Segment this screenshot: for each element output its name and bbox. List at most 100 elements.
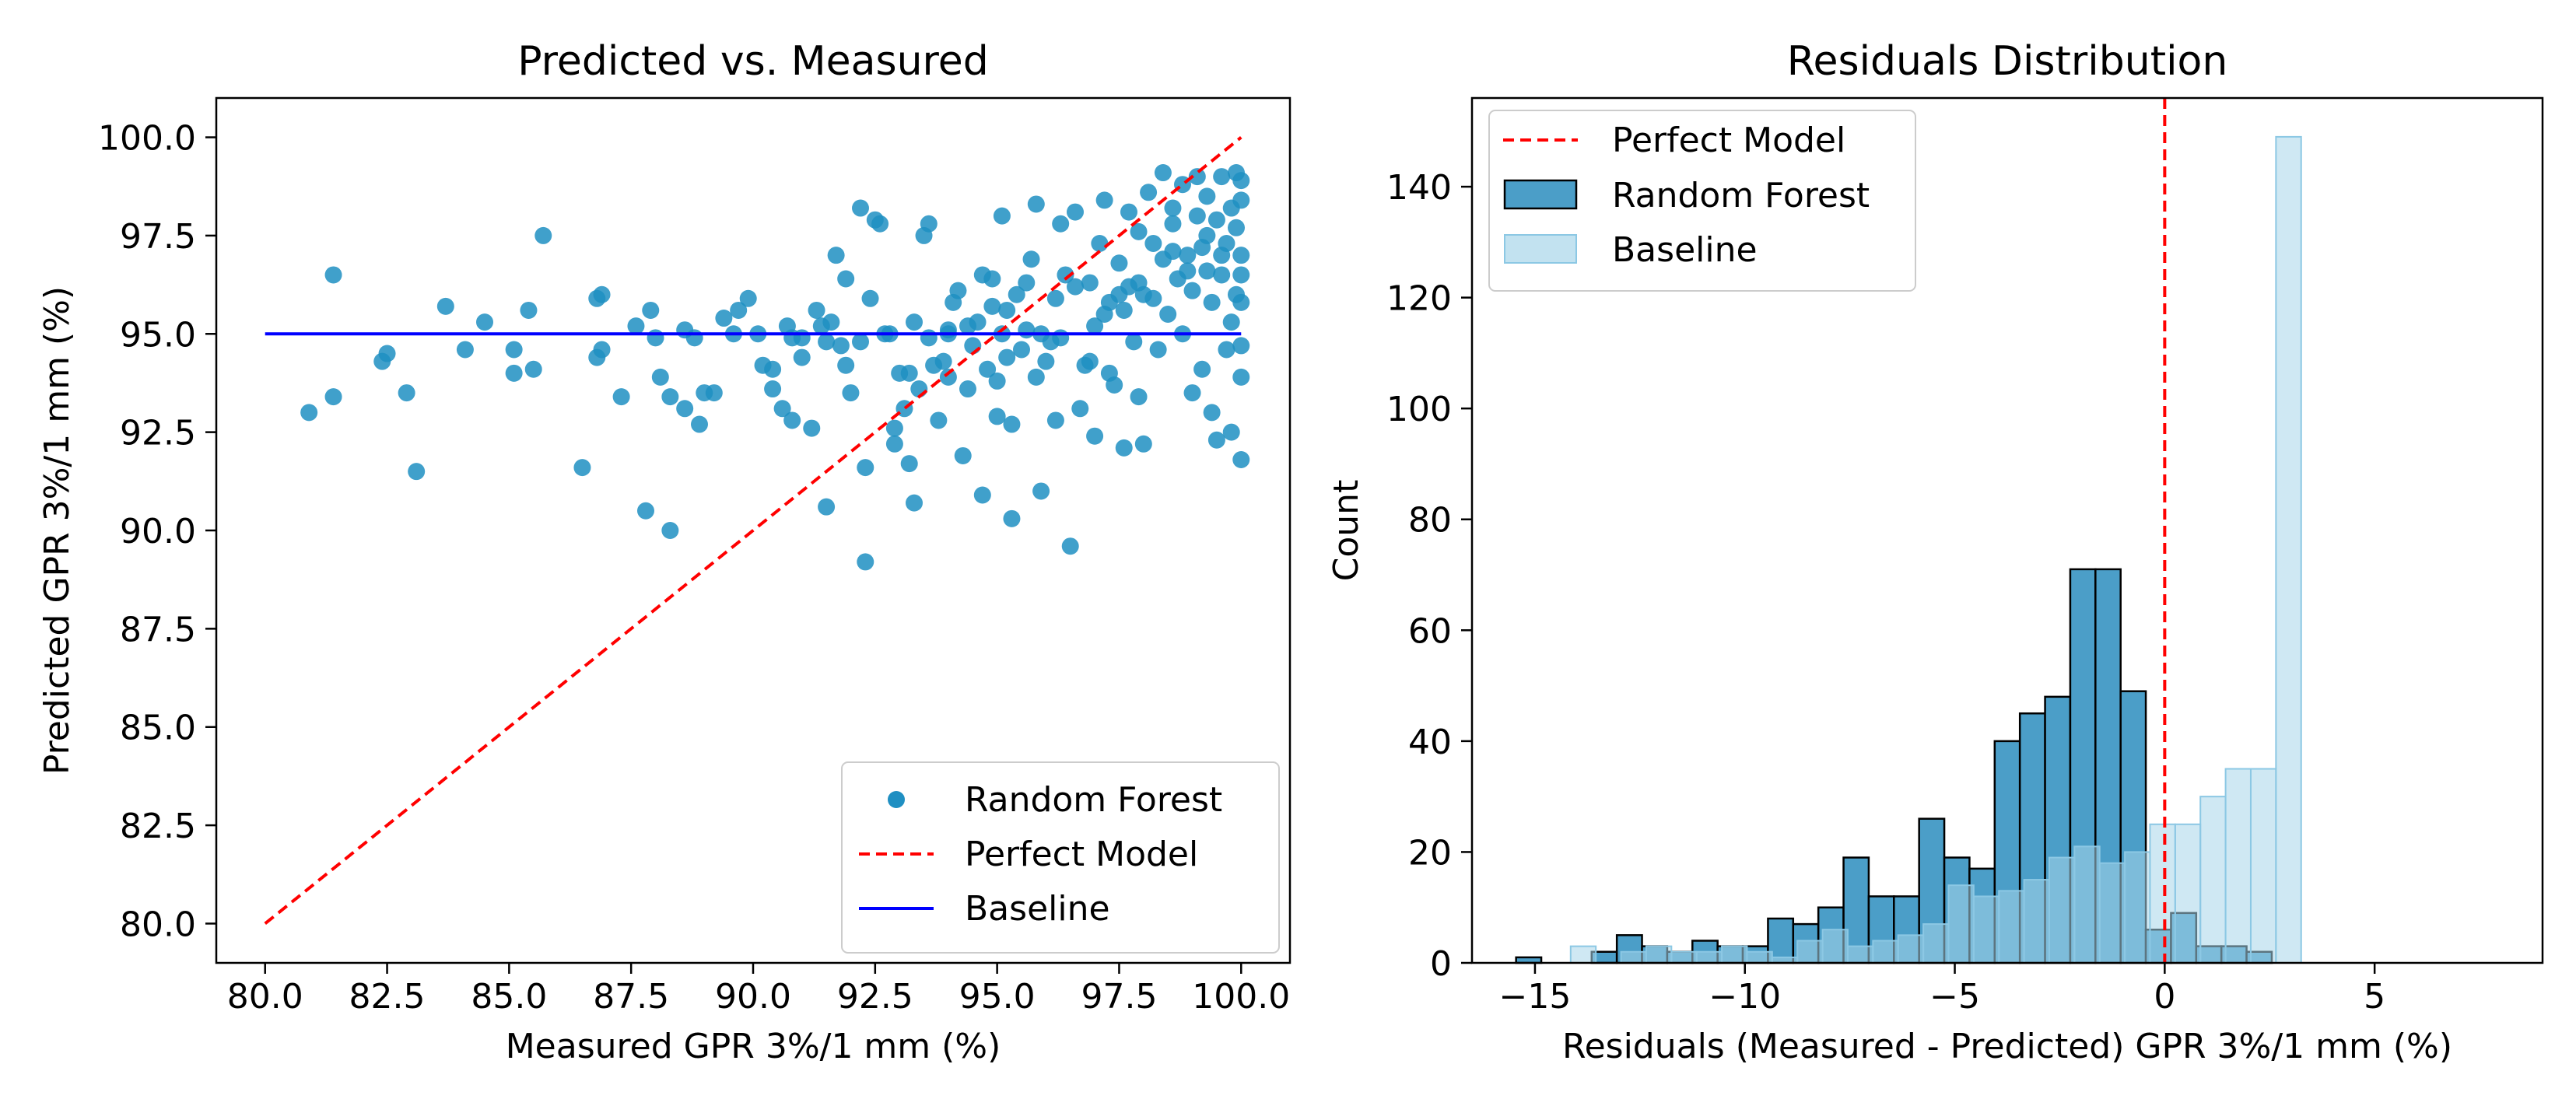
scatter-point [1003, 415, 1021, 433]
histogram-y-tick-label: 80 [1408, 501, 1452, 541]
scatter-point [1207, 431, 1225, 449]
histogram-y-tick-label: 40 [1408, 723, 1452, 762]
scatter-point [1130, 222, 1148, 240]
scatter-legend: Random Forest Perfect Model Baseline [841, 761, 1280, 954]
scatter-x-tick-label: 97.5 [1081, 977, 1157, 1017]
scatter-title: Predicted vs. Measured [517, 38, 989, 85]
histogram-title: Residuals Distribution [1787, 38, 2228, 85]
histogram-y-label: Count [1327, 480, 1366, 582]
scatter-point [1008, 285, 1025, 303]
scatter-point [837, 270, 855, 288]
histogram-chart: Residuals Distribution −15 −10 −5 0 5 0 20 40 60… [1327, 38, 2544, 1066]
scatter-point [1232, 337, 1250, 355]
scatter-point [1106, 376, 1123, 394]
scatter-point [832, 337, 850, 355]
scatter-point [1144, 289, 1162, 307]
scatter-point [1232, 191, 1250, 209]
scatter-point [1232, 293, 1250, 311]
scatter-point [1115, 439, 1133, 457]
scatter-point [1120, 203, 1137, 221]
scatter-point [1086, 317, 1104, 335]
scatter-point [1091, 235, 1109, 253]
scatter-x-tick-label: 90.0 [715, 977, 791, 1017]
baseline-bar [1746, 950, 1773, 964]
histogram-x-tick-label: 5 [2364, 977, 2385, 1017]
histogram-x-tick-label: −5 [1929, 977, 1980, 1017]
scatter-point [1125, 333, 1143, 351]
scatter-point [906, 494, 923, 512]
scatter-point [818, 333, 836, 351]
scatter-point [1159, 306, 1177, 323]
scatter-point [378, 345, 396, 362]
scatter-point [1140, 184, 1158, 201]
scatter-point [1095, 306, 1113, 323]
scatter-x-tick-label: 100.0 [1192, 977, 1290, 1017]
scatter-point [705, 384, 723, 402]
scatter-point [1081, 352, 1099, 370]
baseline-bar [2098, 862, 2126, 964]
scatter-point [1232, 247, 1250, 264]
baseline-bar [2023, 879, 2050, 964]
histogram-y-tick-label: 140 [1386, 168, 1452, 208]
scatter-point [1164, 215, 1182, 233]
histogram-x-tick-label: −15 [1499, 977, 1572, 1017]
scatter-point [1052, 215, 1070, 233]
scatter-point [593, 341, 611, 359]
legend-perfect-model-label-2: Perfect Model [1612, 121, 1845, 160]
scatter-point [803, 419, 821, 437]
legend-baseline-label-2: Baseline [1612, 230, 1758, 270]
legend-perfect-model-label: Perfect Model [965, 835, 1198, 874]
scatter-point [1183, 282, 1201, 299]
scatter-chart: Predicted vs. Measured 80.0 82.5 85.0 87.5 9… [37, 38, 1292, 1066]
scatter-x-tick-label: 92.5 [837, 977, 913, 1017]
scatter-y-tick-label: 85.0 [120, 709, 196, 748]
legend-random-forest-label-2: Random Forest [1612, 176, 1870, 215]
scatter-point [1027, 368, 1045, 386]
histogram-axes-frame [1470, 96, 2544, 964]
scatter-point [1018, 274, 1036, 292]
scatter-point [1222, 423, 1240, 441]
perfect-model-line [264, 135, 1242, 926]
scatter-point [661, 522, 679, 539]
baseline-bar [1721, 945, 1748, 964]
scatter-point [1061, 537, 1079, 555]
scatter-point [676, 400, 694, 418]
histogram-y-tick-label: 20 [1408, 833, 1452, 873]
histogram-y-tick-label: 100 [1386, 390, 1452, 429]
scatter-y-tick-label: 100.0 [98, 119, 196, 159]
scatter-point [983, 297, 1001, 315]
baseline-bar [1922, 923, 1950, 964]
scatter-point [852, 199, 869, 217]
scatter-point [1095, 191, 1113, 209]
baseline-bar [1821, 929, 1849, 964]
baseline-bar [1872, 940, 1899, 964]
scatter-point [900, 364, 918, 382]
baseline-bar [2275, 135, 2302, 964]
scatter-point [1046, 289, 1064, 307]
scatter-point [808, 301, 825, 319]
baseline-bar [2249, 768, 2277, 964]
histogram-legend-box [1488, 110, 1916, 292]
scatter-point [1027, 195, 1045, 213]
scatter-point [754, 356, 772, 374]
scatter-point [715, 310, 733, 327]
histogram-x-tick-label: −10 [1709, 977, 1781, 1017]
baseline-bar [2124, 851, 2151, 964]
scatter-point [691, 415, 708, 433]
scatter-point [783, 411, 801, 429]
scatter-point [651, 368, 669, 386]
scatter-point [661, 388, 679, 406]
scatter-point [954, 446, 972, 464]
scatter-point [1115, 301, 1133, 319]
histogram-legend: Perfect Model Random Forest Baseline [1488, 110, 1916, 292]
scatter-point [637, 502, 654, 520]
scatter-point [1110, 285, 1128, 303]
scatter-point [837, 356, 855, 374]
scatter-x-tick-label: 82.5 [349, 977, 426, 1017]
scatter-point [1134, 435, 1152, 453]
scatter-y-tick-label: 90.0 [120, 512, 196, 551]
scatter-point [505, 364, 523, 382]
scatter-point [773, 400, 791, 418]
scatter-point [456, 341, 474, 359]
scatter-point [1032, 482, 1050, 500]
